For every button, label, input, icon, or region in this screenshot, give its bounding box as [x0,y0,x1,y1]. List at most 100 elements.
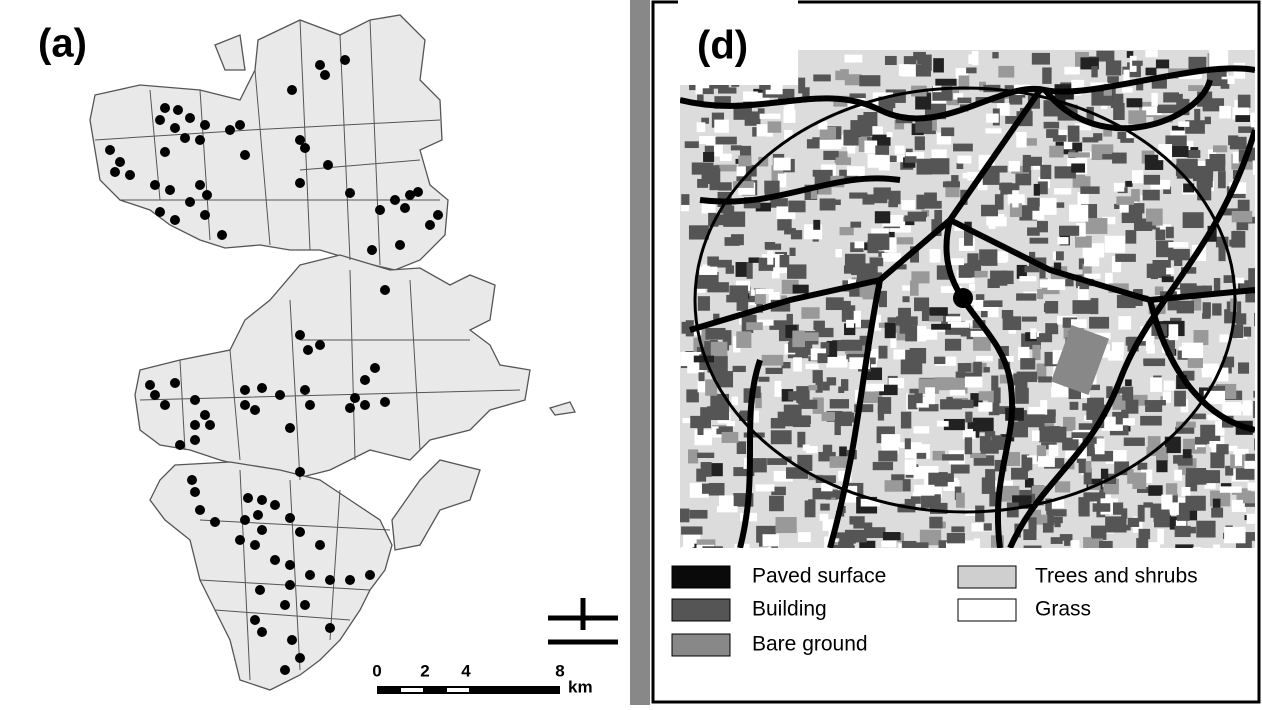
land-patch [840,227,854,235]
land-patch [801,307,819,319]
sample-point [320,70,330,80]
sample-point [285,560,295,570]
land-patch [1003,316,1022,330]
sample-point [285,580,295,590]
land-patch [924,193,937,205]
land-patch [1084,256,1099,266]
land-patch [887,132,893,137]
land-patch [1079,461,1086,473]
land-patch [720,154,732,161]
land-patch [760,114,781,119]
land-patch [950,390,965,396]
land-patch [756,289,774,294]
sample-point [210,517,220,527]
sample-point [287,635,297,645]
land-patch [1125,379,1132,386]
land-patch [731,145,742,150]
land-patch [1030,328,1036,339]
land-patch [957,163,964,169]
land-patch [1143,359,1159,364]
land-patch [1128,518,1139,527]
land-patch [702,483,714,493]
legend-swatch [672,634,730,656]
sample-point [325,623,335,633]
land-patch [930,307,948,315]
land-patch [942,421,949,427]
land-patch [1058,427,1067,443]
land-patch [934,357,945,364]
land-patch [706,168,721,184]
land-patch [963,173,973,179]
land-patch [1212,303,1221,315]
sample-point [250,405,260,415]
legend-swatch [672,599,730,621]
land-patch [1126,400,1139,414]
land-patch [1138,505,1145,522]
land-patch [956,493,965,508]
land-patch [973,418,994,431]
land-patch [1233,152,1239,163]
land-patch [929,517,942,529]
sample-point [105,145,115,155]
land-patch [788,391,800,400]
sample-point [155,207,165,217]
sample-point [217,230,227,240]
land-patch [845,74,862,85]
sample-point [190,420,200,430]
sample-point [413,187,423,197]
sample-point [390,195,400,205]
land-patch [895,146,905,155]
land-patch [846,320,854,328]
land-patch [841,340,862,351]
land-patch [702,203,716,213]
land-patch [933,58,944,72]
sample-point [303,345,313,355]
sample-point [160,400,170,410]
land-patch [982,477,995,493]
land-patch [1162,276,1174,282]
sample-point [433,210,443,220]
land-patch [1019,276,1036,281]
land-patch [1193,166,1213,181]
land-patch [939,473,954,482]
land-patch [788,201,805,213]
land-patch [908,212,927,218]
sample-point [315,540,325,550]
sample-point [325,575,335,585]
land-patch [697,122,706,132]
land-patch [855,241,865,248]
land-patch [1046,129,1058,138]
land-patch [736,331,751,348]
scale-tick-label: 0 [372,661,381,680]
land-patch [1125,181,1132,187]
legend-label: Paved surface [752,565,886,588]
land-patch [895,237,914,244]
land-cover-image [680,50,1262,565]
land-patch [1161,495,1172,510]
sample-point [270,500,280,510]
land-patch [1148,485,1162,496]
land-patch [957,98,971,104]
land-patch [915,136,925,150]
land-patch [775,517,796,533]
land-patch [902,296,909,302]
land-patch [910,348,926,363]
land-patch [1054,188,1071,194]
land-patch [990,217,1007,227]
land-patch [681,194,689,205]
land-patch [1238,95,1251,108]
land-patch [1156,460,1167,472]
sample-point [170,215,180,225]
land-patch [978,402,992,411]
land-patch [870,258,883,266]
land-patch [1169,324,1179,340]
land-patch [1244,327,1251,337]
land-patch [743,91,758,101]
land-patch [885,56,897,65]
land-patch [1150,377,1162,392]
land-patch [840,69,849,75]
sample-point [175,440,185,450]
land-patch [1096,51,1114,62]
land-patch [813,74,830,81]
land-patch [1023,160,1031,172]
